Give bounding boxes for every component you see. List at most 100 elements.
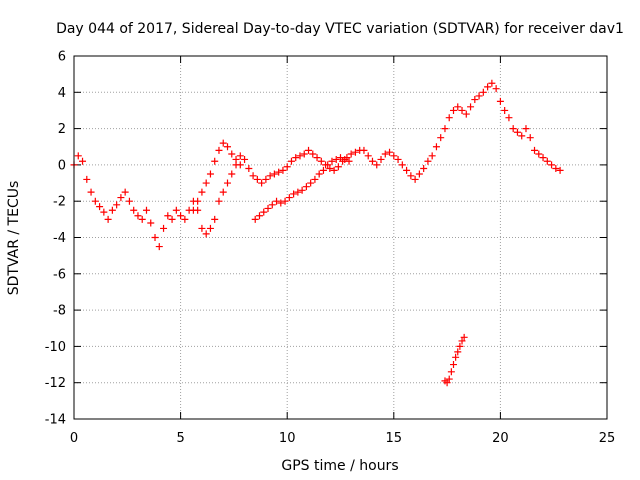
- data-point: [518, 132, 526, 140]
- data-point: [428, 152, 436, 160]
- data-point: [462, 110, 470, 118]
- data-point: [266, 172, 274, 180]
- data-point: [522, 125, 530, 133]
- data-point: [249, 172, 257, 180]
- data-point: [268, 201, 276, 209]
- data-point: [452, 353, 460, 361]
- data-point: [424, 157, 432, 165]
- data-point: [292, 154, 300, 162]
- data-point: [296, 152, 304, 160]
- data-point: [228, 170, 236, 178]
- data-point: [509, 125, 517, 133]
- data-point: [108, 206, 116, 214]
- data-point: [287, 157, 295, 165]
- y-tick-label: 0: [58, 158, 66, 173]
- y-axis-label: SDTVAR / TECUs: [6, 181, 22, 296]
- data-point: [319, 166, 327, 174]
- data-point: [488, 79, 496, 87]
- data-point: [294, 188, 302, 196]
- data-point: [104, 215, 112, 223]
- data-point: [324, 161, 332, 169]
- data-point: [117, 194, 125, 202]
- y-tick-label: 6: [58, 50, 66, 65]
- data-point: [168, 215, 176, 223]
- data-point: [83, 175, 91, 183]
- data-point: [443, 379, 451, 387]
- data-point: [364, 152, 372, 160]
- data-point: [224, 179, 232, 187]
- data-point: [311, 175, 319, 183]
- data-point: [302, 183, 310, 191]
- data-point: [211, 157, 219, 165]
- data-point: [332, 155, 340, 163]
- x-tick-label: 10: [279, 431, 296, 446]
- data-point: [285, 194, 293, 202]
- data-point: [255, 212, 263, 220]
- data-point: [513, 128, 521, 136]
- y-tick-label: -8: [53, 304, 66, 319]
- data-point: [471, 96, 479, 104]
- data-point: [232, 155, 240, 163]
- data-point: [198, 188, 206, 196]
- data-point: [420, 165, 428, 173]
- data-point: [501, 106, 509, 114]
- data-point: [360, 146, 368, 154]
- data-point: [447, 368, 455, 376]
- data-point: [79, 157, 87, 165]
- data-point: [290, 190, 298, 198]
- data-point: [134, 212, 142, 220]
- y-tick-label: -6: [53, 267, 66, 282]
- y-tick-label: -2: [53, 195, 66, 210]
- y-tick-label: -4: [53, 231, 66, 246]
- data-point: [172, 206, 180, 214]
- x-tick-label: 5: [176, 431, 184, 446]
- data-point: [270, 170, 278, 178]
- y-tick-label: 4: [58, 86, 66, 101]
- data-point: [441, 125, 449, 133]
- data-point: [456, 342, 464, 350]
- data-point: [407, 172, 415, 180]
- series-secondary-track-b: [251, 154, 353, 223]
- data-point: [317, 157, 325, 165]
- y-tick-label: -14: [45, 413, 66, 428]
- data-point: [347, 150, 355, 158]
- data-point: [415, 170, 423, 178]
- data-point: [411, 175, 419, 183]
- data-point: [281, 197, 289, 205]
- y-tick-labels: -14 -12 -10 -8 -6 -4 -2 0 2 4 6: [45, 50, 66, 428]
- data-point: [277, 199, 285, 207]
- data-point: [228, 150, 236, 158]
- data-point: [460, 333, 468, 341]
- data-point: [386, 148, 394, 156]
- data-point: [125, 197, 133, 205]
- data-point: [484, 83, 492, 91]
- data-point: [398, 161, 406, 169]
- data-point: [445, 114, 453, 122]
- data-point: [219, 188, 227, 196]
- data-point: [264, 204, 272, 212]
- data-point: [87, 188, 95, 196]
- data-point: [279, 166, 287, 174]
- data-point: [479, 88, 487, 96]
- data-point: [309, 150, 317, 158]
- data-point: [236, 161, 244, 169]
- data-point: [345, 157, 353, 165]
- data-points: [70, 79, 564, 387]
- data-point: [496, 97, 504, 105]
- data-point: [390, 152, 398, 160]
- data-point: [181, 215, 189, 223]
- x-tick-labels: 0 5 10 15 20 25: [70, 431, 615, 446]
- data-point: [224, 143, 232, 151]
- data-point: [305, 146, 313, 154]
- data-point: [552, 165, 560, 173]
- data-point: [160, 224, 168, 232]
- data-point: [206, 170, 214, 178]
- data-point: [548, 161, 556, 169]
- data-point: [328, 157, 336, 165]
- data-point: [330, 166, 338, 174]
- chart-title: Day 044 of 2017, Sidereal Day-to-day VTE…: [56, 21, 624, 37]
- x-tick-label: 25: [599, 431, 616, 446]
- data-point: [151, 234, 159, 241]
- data-point: [215, 146, 223, 154]
- data-point: [253, 175, 261, 183]
